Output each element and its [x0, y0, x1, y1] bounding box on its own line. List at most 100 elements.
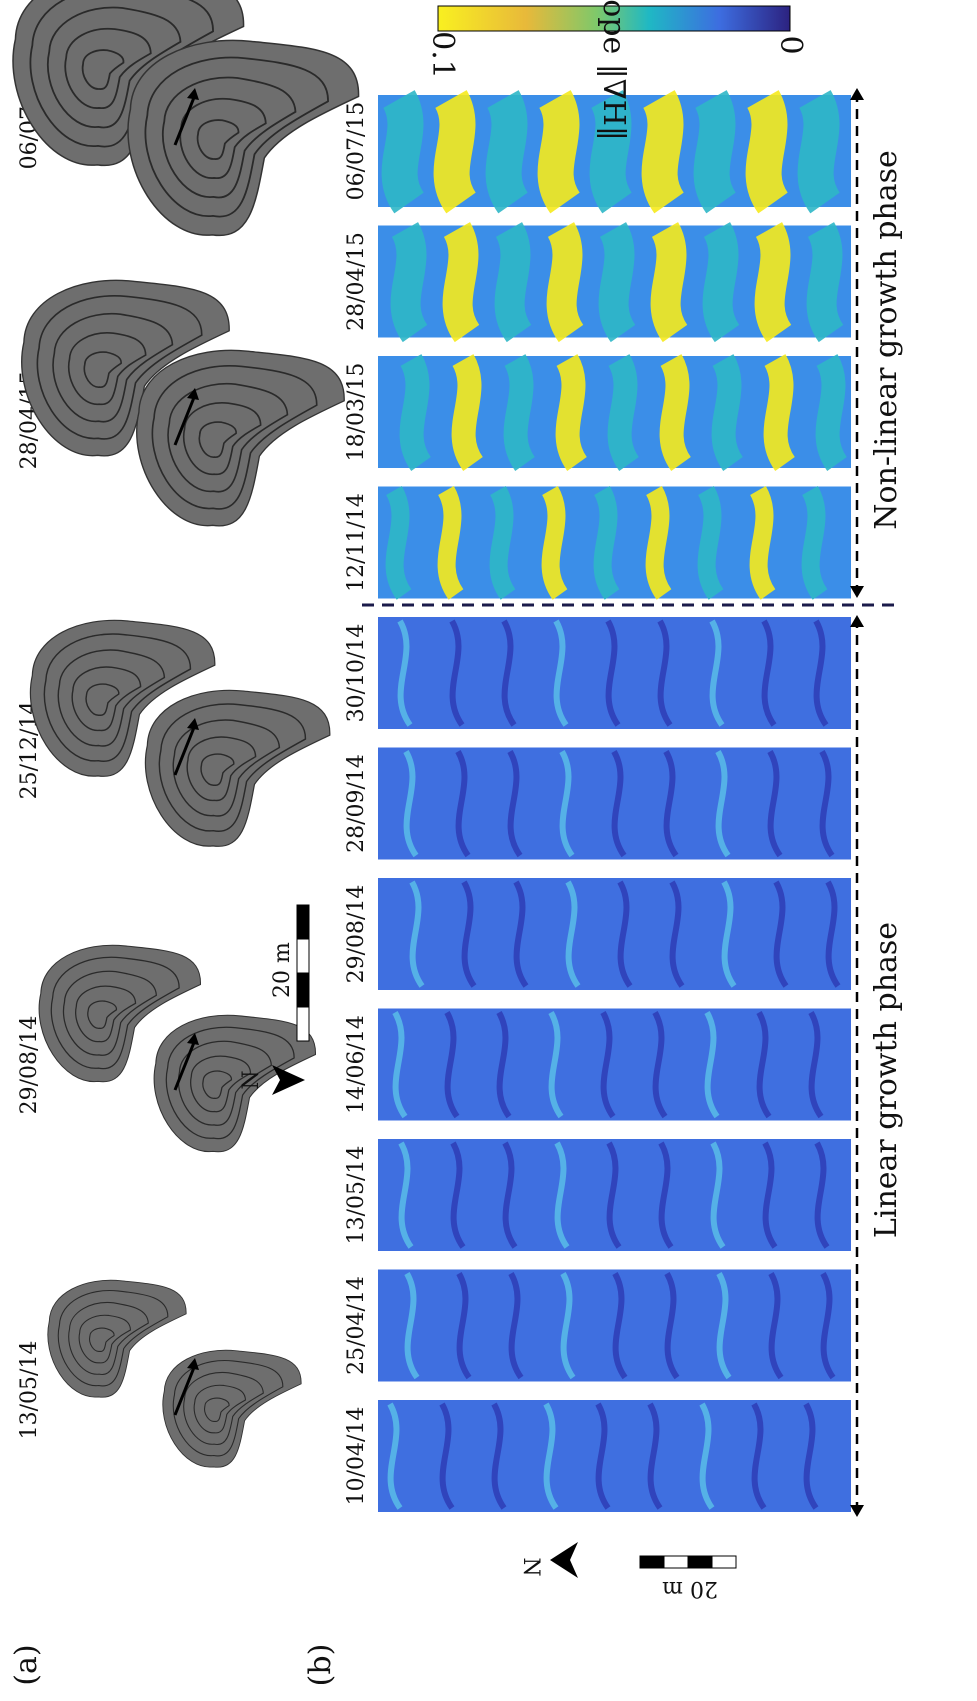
- slope-stripe: [501, 619, 517, 727]
- slope-stripe: [449, 619, 465, 727]
- slope-stripe: [704, 1011, 720, 1119]
- slope-stripe: [762, 1141, 778, 1249]
- panel-label: (a): [9, 1644, 44, 1685]
- arrow-head: [187, 1358, 199, 1370]
- slope-stripe: [808, 1011, 824, 1119]
- slope-stripe: [392, 1011, 408, 1119]
- slope-stripe: [439, 1402, 455, 1510]
- slope-stripe: [398, 1141, 414, 1249]
- slope-stripe: [595, 1402, 611, 1510]
- dune-contour: [142, 1322, 308, 1489]
- slope-stripe: [559, 750, 575, 858]
- slope-stripe: [820, 1272, 836, 1380]
- slope-stripe: [598, 222, 636, 343]
- slope-stripe: [507, 750, 523, 858]
- slope-stripe: [537, 90, 581, 214]
- scale-bar-segment: [687, 1555, 713, 1569]
- slope-stripe: [806, 222, 844, 343]
- north-label: N: [518, 1557, 543, 1576]
- slope-stripe: [664, 1272, 680, 1380]
- slope-stripe: [442, 222, 480, 343]
- date-label: 06/07/15: [344, 102, 369, 201]
- slope-stripe: [397, 619, 413, 727]
- slope-stripe: [489, 486, 516, 600]
- colorbar: [437, 5, 791, 32]
- slope-map: [378, 1269, 851, 1382]
- slope-stripe: [606, 1141, 622, 1249]
- date-label: 12/11/14: [344, 493, 369, 592]
- slope-stripe: [641, 90, 685, 214]
- slope-map: [378, 1400, 851, 1512]
- slope-stripe: [645, 486, 672, 600]
- scale-bar-segment: [296, 972, 310, 1008]
- scale-bar-segment: [296, 1006, 310, 1042]
- slope-stripe: [710, 1141, 726, 1249]
- slope-stripe: [593, 486, 620, 600]
- phase-label: Non-linear growth phase: [869, 150, 904, 530]
- slope-stripe: [761, 619, 777, 727]
- slope-stripe: [647, 1402, 663, 1510]
- slope-stripe: [403, 750, 419, 858]
- slope-stripe: [508, 1272, 524, 1380]
- slope-stripe: [456, 1272, 472, 1380]
- slope-stripe: [658, 1141, 674, 1249]
- colorbar-max: 0.1: [425, 31, 460, 79]
- slope-stripe: [444, 1011, 460, 1119]
- slope-stripe: [745, 90, 789, 214]
- wind-arrow: [173, 724, 197, 776]
- arrow-head: [187, 88, 199, 100]
- slope-stripe: [709, 619, 725, 727]
- wind-arrow: [173, 394, 197, 446]
- date-label: 29/08/14: [17, 1016, 42, 1115]
- scale-bar-label: 20 m: [270, 942, 295, 998]
- slope-stripe: [605, 619, 621, 727]
- slope-stripe: [716, 1272, 732, 1380]
- slope-stripe: [768, 1272, 784, 1380]
- slope-stripe: [503, 354, 536, 471]
- scale-bar-segment: [296, 938, 310, 974]
- slope-stripe: [669, 880, 685, 988]
- slope-stripe: [663, 750, 679, 858]
- slope-stripe: [548, 1011, 564, 1119]
- date-label: 14/06/14: [344, 1015, 369, 1114]
- slope-stripe: [461, 880, 477, 988]
- slope-stripe: [555, 354, 588, 471]
- north-label: N: [239, 1070, 264, 1089]
- date-label: 25/04/14: [344, 1276, 369, 1375]
- slope-stripe: [819, 750, 835, 858]
- wind-arrow: [173, 1364, 197, 1416]
- wind-arrow: [173, 94, 197, 146]
- slope-stripe: [409, 880, 425, 988]
- slope-stripe: [702, 222, 740, 343]
- wind-arrow: [173, 1039, 197, 1091]
- slope-stripe: [560, 1272, 576, 1380]
- slope-stripe: [756, 1011, 772, 1119]
- phase-label: Linear growth phase: [869, 922, 904, 1238]
- date-label: 29/08/14: [344, 885, 369, 984]
- slope-stripe: [697, 486, 724, 600]
- date-label: 18/03/15: [344, 363, 369, 462]
- date-label: 13/05/14: [344, 1146, 369, 1245]
- slope-stripe: [699, 1402, 715, 1510]
- slope-stripe: [546, 222, 584, 343]
- slope-stripe: [600, 1011, 616, 1119]
- slope-stripe: [650, 222, 688, 343]
- slope-stripe: [617, 880, 633, 988]
- slope-stripe: [589, 90, 633, 214]
- slope-stripe: [815, 354, 848, 471]
- slope-stripe: [773, 880, 789, 988]
- slope-stripe: [652, 1011, 668, 1119]
- date-label: 30/10/14: [344, 624, 369, 723]
- slope-stripe: [554, 1141, 570, 1249]
- slope-stripe: [711, 354, 744, 471]
- slope-stripe: [390, 222, 428, 343]
- slope-stripe: [801, 486, 828, 600]
- slope-stripe: [494, 222, 532, 343]
- scale-bar-segment: [639, 1555, 665, 1569]
- arrow-head: [850, 88, 864, 100]
- slope-stripe: [803, 1402, 819, 1510]
- slope-stripe: [381, 90, 425, 214]
- date-label: 13/05/14: [17, 1341, 42, 1440]
- arrow-head: [187, 718, 199, 730]
